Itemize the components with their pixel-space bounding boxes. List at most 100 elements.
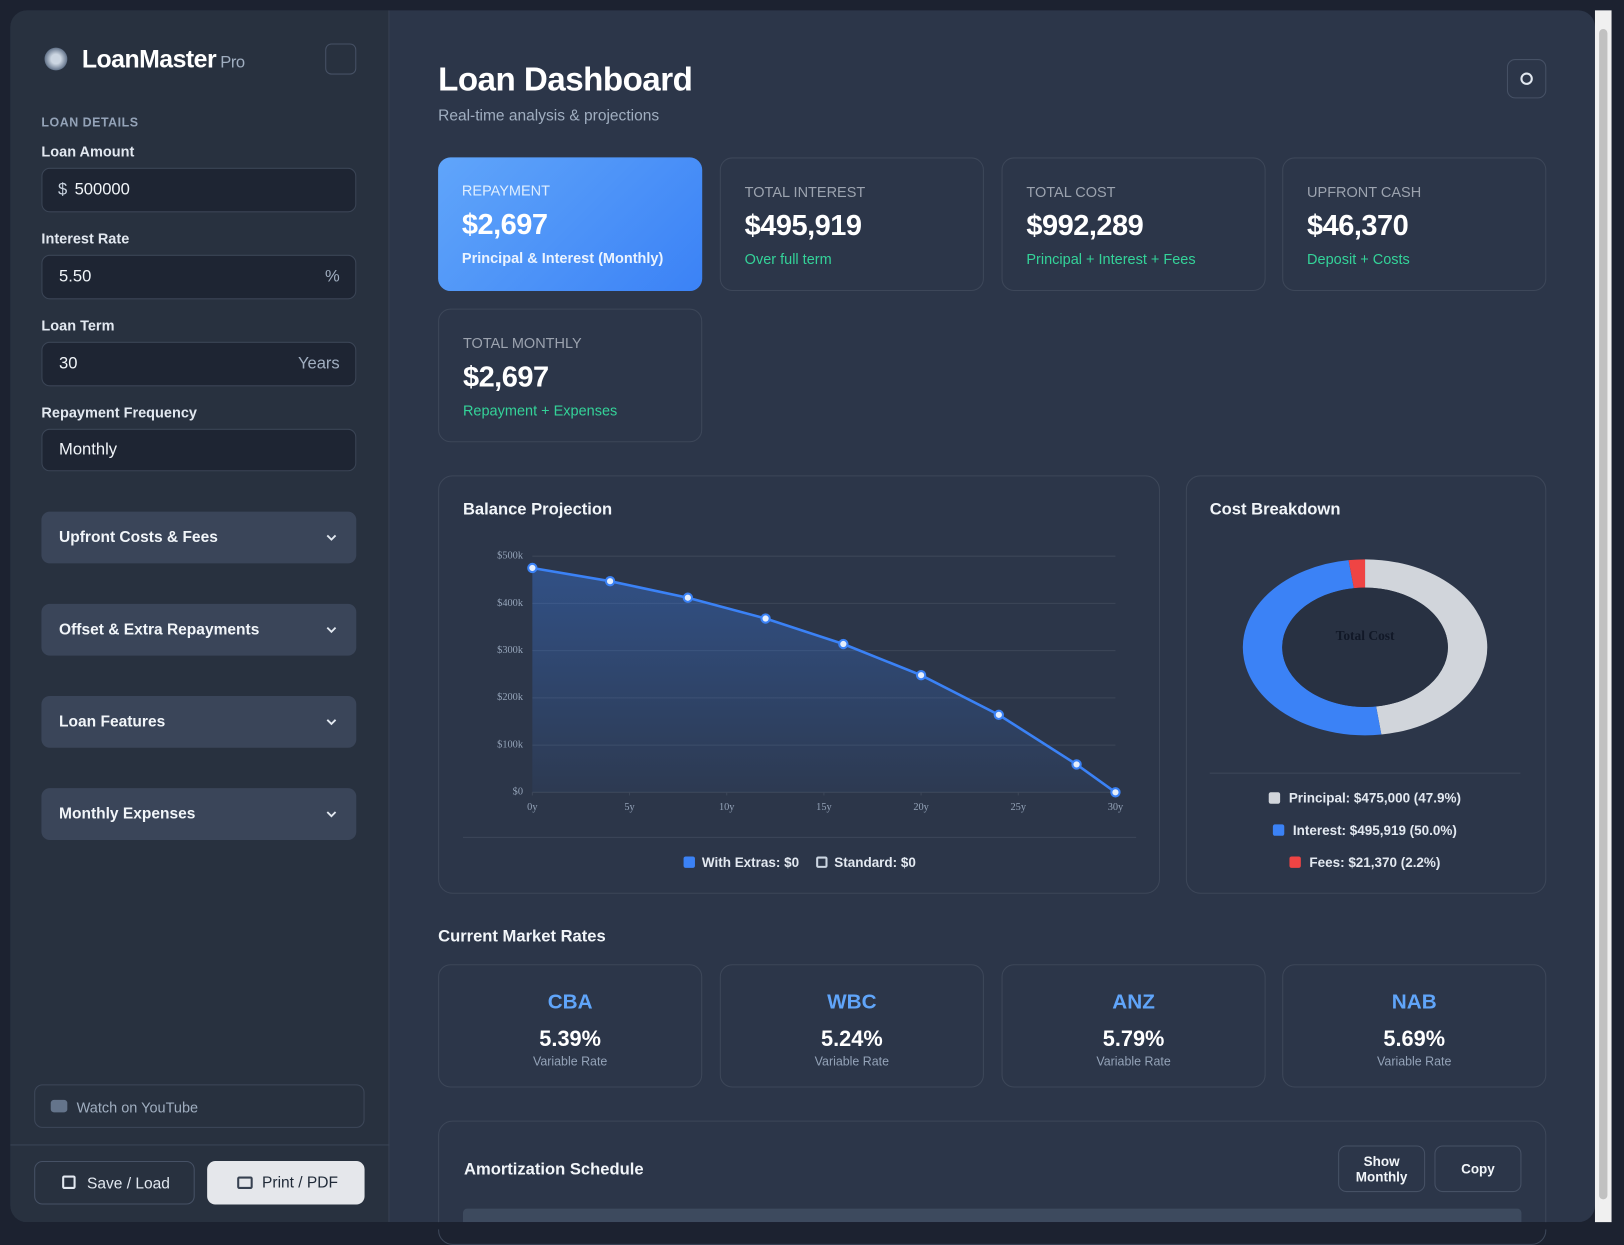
bottom-bg — [0, 1222, 1595, 1230]
x-tick-label: 10y — [719, 802, 735, 813]
legend-swatch — [1269, 791, 1281, 804]
rate-card: ANZ 5.79% Variable Rate — [1001, 964, 1266, 1088]
youtube-text: Watch on YouTube — [76, 1098, 199, 1116]
bank-name: CBA — [547, 990, 593, 1014]
sun-icon — [1520, 72, 1533, 85]
stat-value: $2,697 — [462, 360, 549, 393]
stat-value: $2,697 — [461, 208, 548, 241]
point — [682, 592, 694, 603]
youtube-link[interactable]: Watch on YouTube — [34, 1084, 365, 1128]
accordion[interactable]: Loan Features — [41, 695, 357, 748]
button-label: Copy — [1461, 1161, 1495, 1177]
chevron-path — [326, 719, 337, 726]
input[interactable]: 5.50% — [41, 254, 357, 300]
accordion[interactable]: Monthly Expenses — [41, 788, 357, 840]
page-title: Loan Dashboard — [438, 60, 693, 98]
input-value: 5.50 — [59, 267, 92, 286]
accordion[interactable]: Offset & Extra Repayments — [41, 603, 357, 656]
chart-divider — [462, 836, 1137, 838]
accordion-title: Loan Features — [59, 713, 166, 731]
donut-center-label: Total Cost — [1336, 628, 1395, 643]
donut-segment — [1242, 560, 1382, 736]
x-tick-label: 25y — [1011, 802, 1027, 813]
rate-card: CBA 5.39% Variable Rate — [438, 964, 703, 1088]
input[interactable]: 30 Years — [41, 341, 357, 387]
collapse-button[interactable] — [325, 43, 357, 75]
accordion-title: Monthly Expenses — [59, 805, 196, 823]
legend-swatch — [1289, 856, 1302, 868]
point — [760, 613, 771, 624]
bank-name: NAB — [1391, 990, 1437, 1014]
stat-label: REPAYMENT — [461, 182, 551, 199]
donut-segment — [1348, 559, 1366, 589]
input-value: Monthly — [59, 440, 118, 459]
rate-type: Variable Rate — [532, 1054, 608, 1069]
scrollbar-thumb — [1599, 28, 1608, 1200]
stat-note: Repayment + Expenses — [462, 401, 618, 419]
point — [838, 638, 849, 650]
y-tick-label: $400k — [497, 598, 524, 609]
toggle-button[interactable]: Show Monthly — [1338, 1145, 1426, 1193]
input-suffix: Years — [297, 354, 340, 373]
save-button[interactable]: Save / Load — [34, 1161, 195, 1205]
input-suffix: % — [324, 267, 340, 286]
point — [1110, 787, 1121, 798]
bank-rate: 5.24% — [821, 1027, 883, 1052]
bank-rate: 5.69% — [1383, 1027, 1446, 1052]
area-fill — [532, 567, 1116, 793]
print-button[interactable]: Print / PDF — [207, 1161, 365, 1205]
legend-item: Standard: $0 — [815, 853, 916, 870]
donut-hole — [1282, 587, 1448, 707]
y-tick-label: $0 — [513, 787, 523, 798]
stat-note: Principal + Interest + Fees — [1026, 250, 1196, 268]
stat-label: UPFRONT CASH — [1307, 183, 1422, 200]
stat-label: TOTAL INTEREST — [744, 183, 866, 200]
input[interactable]: $500000 — [41, 167, 357, 213]
legend-label: Principal: $475,000 (47.9%) — [1288, 789, 1461, 806]
page-subtitle: Real-time analysis & projections — [438, 107, 660, 125]
donut — [1242, 559, 1488, 736]
legend-label: Fees: $21,370 (2.2%) — [1309, 853, 1441, 870]
accordion-title: Upfront Costs & Fees — [59, 528, 218, 547]
rate-type: Variable Rate — [1096, 1054, 1171, 1069]
chevron-path — [326, 626, 337, 634]
y-tick-label: $500k — [497, 551, 524, 562]
copy-button[interactable]: Copy — [1434, 1145, 1522, 1193]
field-label: Loan Amount — [41, 142, 135, 160]
stat-card: UPFRONT CASH $46,370 Deposit + Costs — [1282, 157, 1547, 292]
legend-item: Principal: $475,000 (47.9%) — [1210, 785, 1521, 810]
theme-toggle[interactable] — [1506, 59, 1547, 99]
bank-rate: 5.79% — [1102, 1027, 1165, 1052]
bank-name: ANZ — [1112, 990, 1155, 1014]
section-label: LOAN DETAILS — [41, 114, 139, 130]
stat-value: $46,370 — [1307, 209, 1409, 242]
point — [915, 670, 927, 681]
button-label: Save / Load — [86, 1175, 170, 1193]
chevron-path — [326, 534, 337, 541]
legend-item: Interest: $495,919 (50.0%) — [1210, 817, 1521, 842]
legend-label: Standard: $0 — [834, 853, 916, 870]
accordion-title: Offset & Extra Repayments — [59, 620, 260, 639]
point — [604, 576, 616, 587]
accordion[interactable]: Upfront Costs & Fees — [41, 511, 357, 564]
chevron-path — [326, 811, 337, 818]
input-prefix: $ — [57, 180, 68, 199]
y-tick-label: $200k — [497, 692, 524, 703]
brand-suffix: Pro — [220, 53, 245, 72]
x-tick-label: 5y — [624, 802, 635, 813]
y-tick-label: $100k — [497, 739, 524, 750]
rate-card: NAB 5.69% Variable Rate — [1282, 964, 1547, 1088]
rate-type: Variable Rate — [1377, 1054, 1452, 1069]
table-header — [462, 1208, 1522, 1223]
chart-divider — [1209, 772, 1521, 774]
bank-name: WBC — [827, 990, 877, 1014]
input[interactable]: Monthly — [41, 428, 357, 472]
chart-card — [1185, 475, 1547, 894]
chart-title: Cost Breakdown — [1209, 501, 1341, 519]
legend-label: Interest: $495,919 (50.0%) — [1292, 821, 1457, 838]
legend-label: With Extras: $0 — [701, 853, 800, 870]
input-value: 500000 — [74, 180, 130, 199]
bank-rate: 5.39% — [539, 1027, 601, 1052]
x-tick-label: 20y — [913, 802, 929, 813]
